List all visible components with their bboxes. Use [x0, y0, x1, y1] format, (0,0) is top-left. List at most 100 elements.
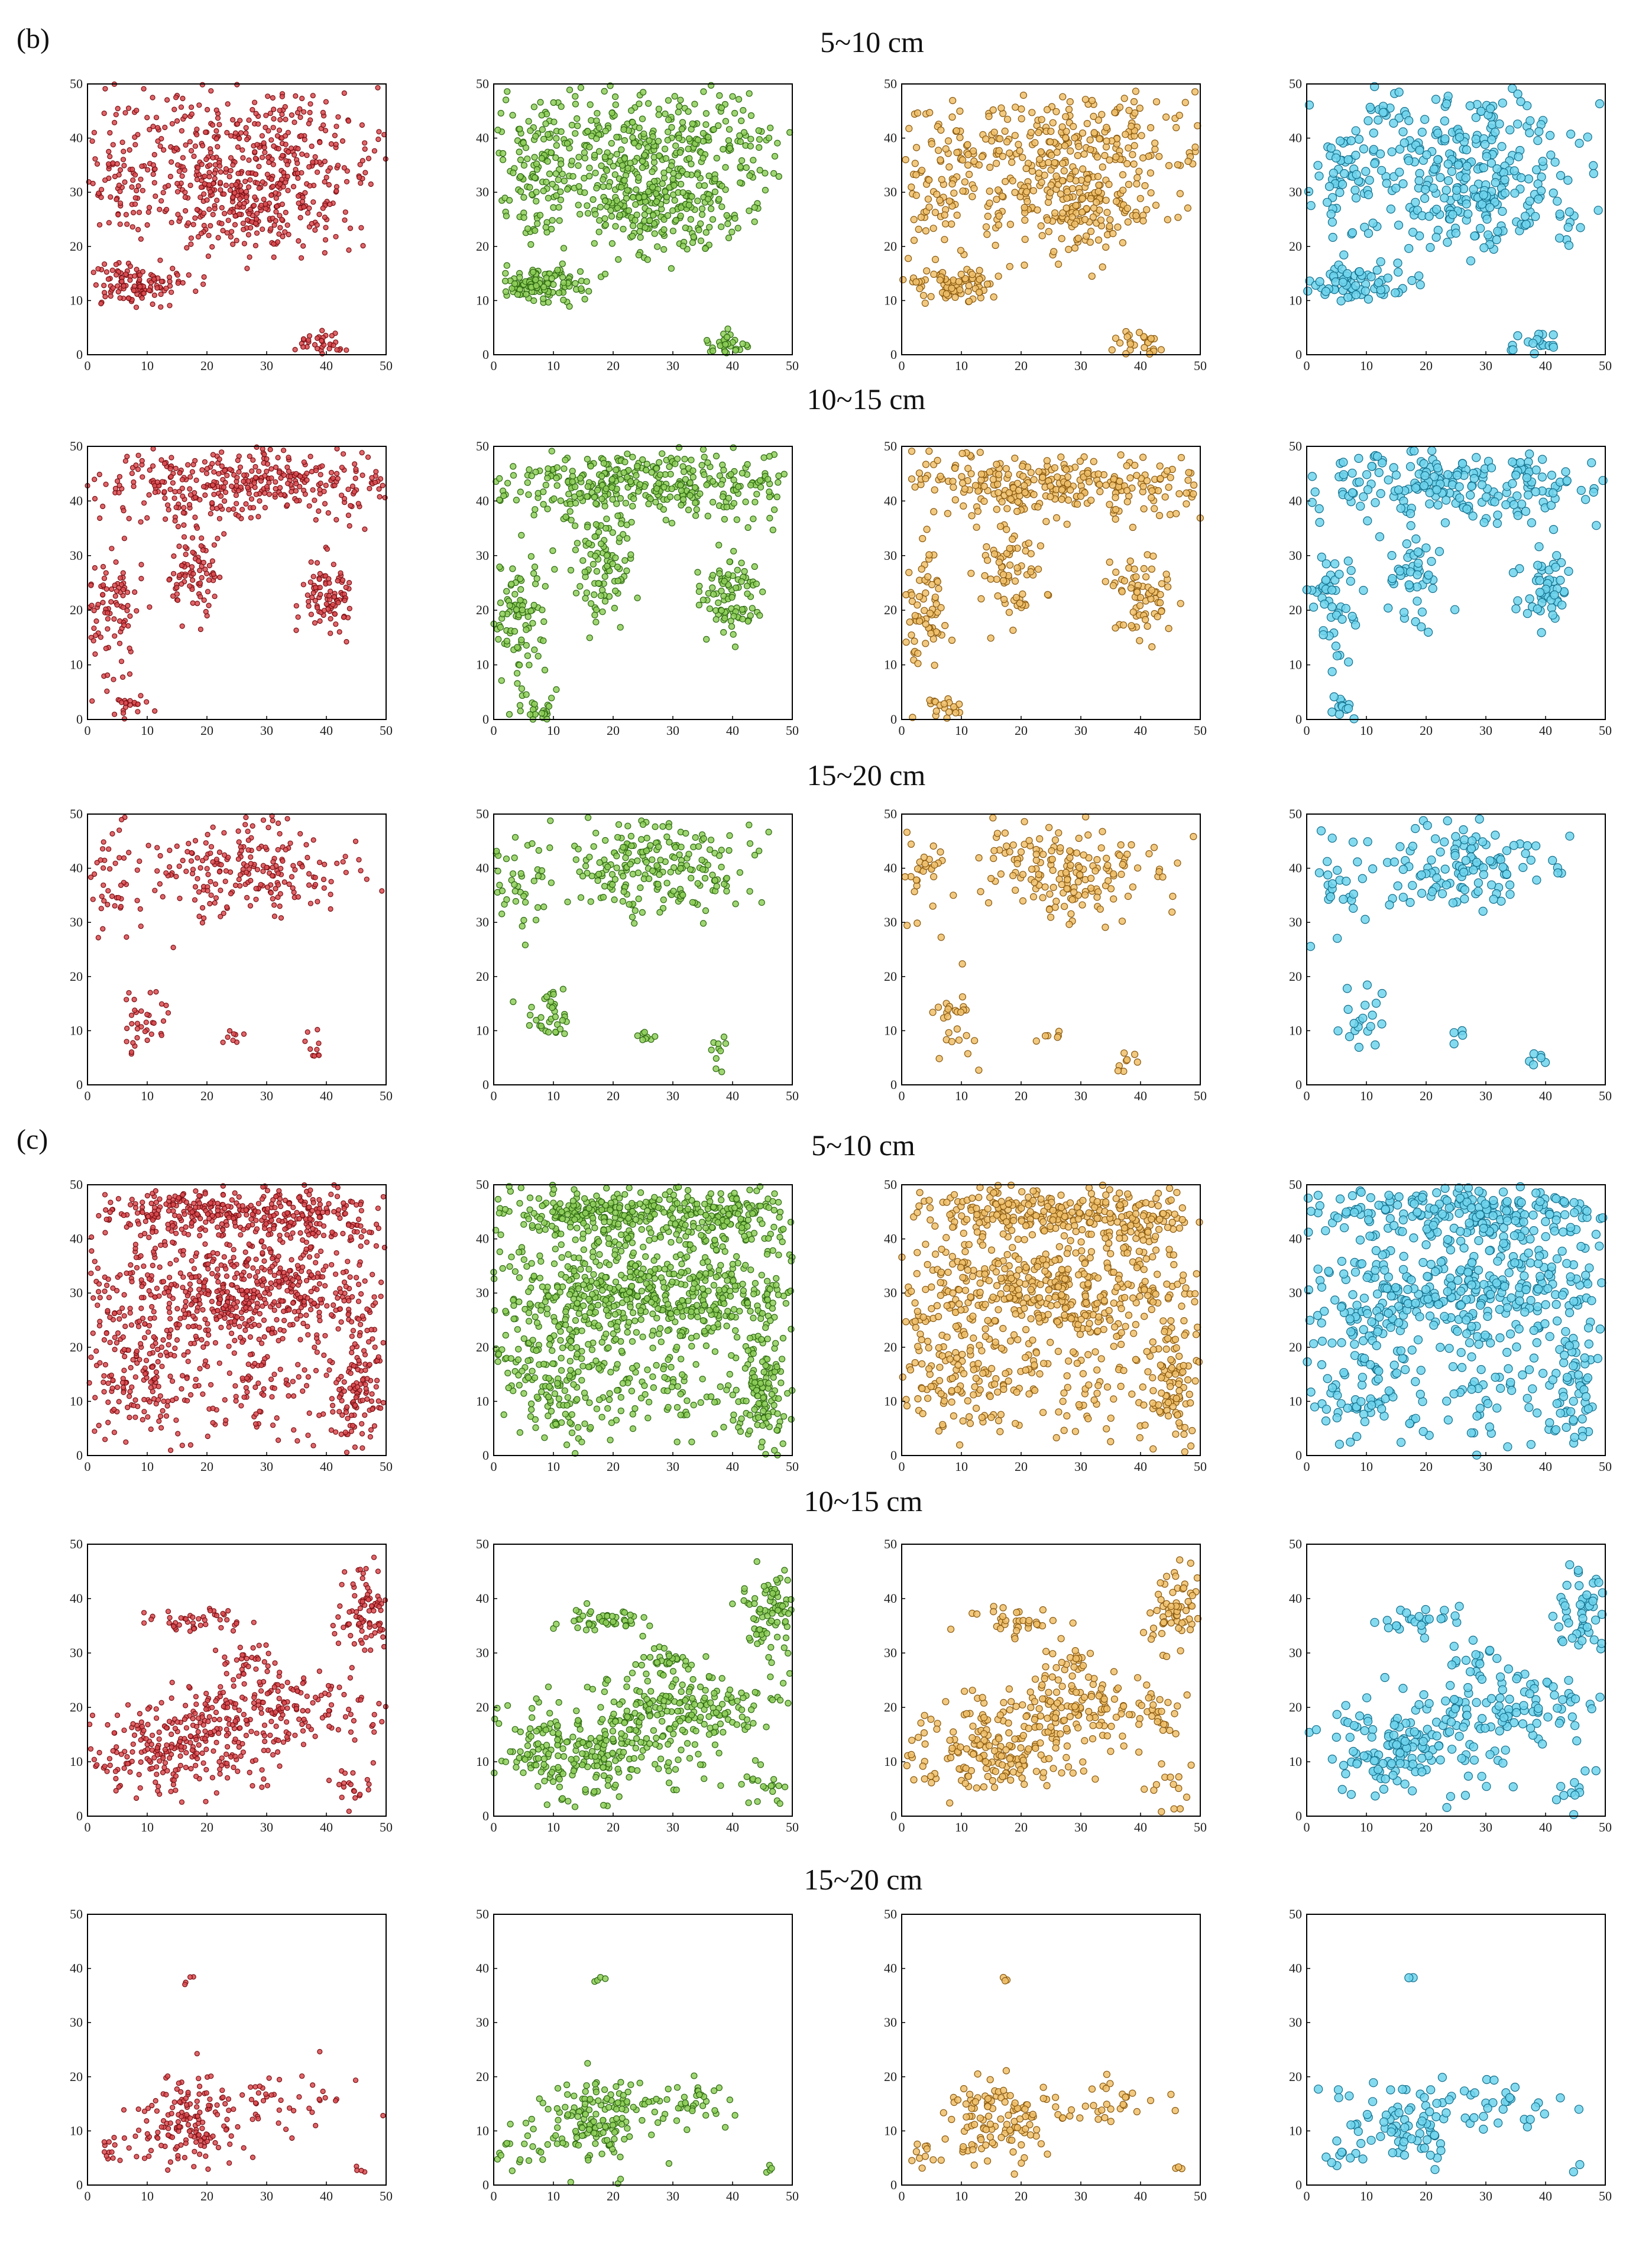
- data-point: [1011, 132, 1019, 140]
- data-point: [252, 149, 258, 155]
- data-point: [1509, 500, 1519, 510]
- data-point: [1119, 171, 1127, 179]
- data-point: [506, 711, 513, 718]
- data-point: [1513, 596, 1523, 605]
- data-point: [1521, 219, 1531, 229]
- data-point: [933, 190, 941, 198]
- data-point: [919, 291, 928, 299]
- data-point: [592, 552, 599, 560]
- data-point: [194, 127, 200, 132]
- y-tick-label: 20: [70, 602, 83, 617]
- data-point: [766, 514, 773, 522]
- data-point: [291, 119, 297, 125]
- data-point: [247, 254, 252, 260]
- data-point: [103, 481, 109, 487]
- data-point: [270, 125, 276, 131]
- data-point: [235, 457, 241, 463]
- data-point: [993, 575, 1000, 583]
- data-point: [686, 479, 694, 487]
- data-point: [989, 475, 997, 483]
- data-point: [115, 289, 121, 295]
- data-point: [724, 221, 731, 228]
- data-point: [122, 110, 128, 116]
- data-point: [1119, 621, 1128, 629]
- data-point: [756, 144, 763, 151]
- data-point: [190, 222, 196, 228]
- data-point: [704, 196, 712, 203]
- data-point: [248, 515, 254, 521]
- data-point: [922, 461, 930, 468]
- x-tick-label: 20: [1420, 358, 1433, 373]
- data-point: [520, 194, 527, 201]
- data-point: [1351, 151, 1361, 160]
- data-point: [533, 282, 540, 289]
- data-point: [260, 226, 265, 232]
- data-point: [755, 127, 762, 134]
- data-point: [691, 484, 699, 491]
- data-point: [995, 273, 1002, 280]
- data-point: [312, 342, 318, 348]
- data-point: [1350, 186, 1360, 195]
- data-point: [587, 101, 594, 108]
- data-point: [1534, 127, 1544, 137]
- data-point: [333, 188, 339, 194]
- data-point: [224, 472, 230, 478]
- data-point: [980, 482, 988, 490]
- data-point: [594, 487, 601, 494]
- data-point: [180, 95, 186, 102]
- data-point: [307, 579, 313, 585]
- data-point: [1462, 504, 1472, 514]
- data-point: [102, 177, 108, 183]
- data-point: [1111, 109, 1119, 116]
- data-point: [672, 142, 679, 150]
- data-point: [601, 87, 608, 95]
- data-point: [1339, 458, 1348, 467]
- data-point: [496, 475, 503, 482]
- data-point: [1019, 472, 1027, 480]
- x-tick-label: 40: [1539, 358, 1552, 373]
- data-point: [608, 213, 616, 220]
- data-point: [494, 127, 501, 134]
- data-point: [643, 466, 650, 474]
- data-point: [965, 282, 973, 290]
- data-point: [209, 244, 215, 250]
- data-point: [131, 210, 137, 216]
- data-point: [934, 147, 942, 154]
- data-point: [618, 184, 625, 191]
- data-point: [584, 202, 591, 209]
- data-point: [562, 456, 569, 463]
- data-point: [1314, 504, 1324, 514]
- data-point: [116, 182, 122, 189]
- data-point: [704, 459, 711, 466]
- data-point: [540, 135, 548, 142]
- x-tick-label: 10: [547, 358, 560, 373]
- data-point: [105, 672, 111, 678]
- data-point: [134, 608, 140, 614]
- data-point: [1052, 172, 1060, 180]
- data-point: [1013, 507, 1021, 516]
- data-point: [1589, 487, 1598, 497]
- data-point: [629, 119, 636, 126]
- data-point: [257, 498, 263, 504]
- data-point: [936, 196, 944, 204]
- data-point: [92, 156, 98, 162]
- y-tick-label: 0: [76, 712, 83, 727]
- data-point: [1328, 232, 1337, 242]
- data-point: [922, 475, 929, 482]
- data-point: [132, 172, 138, 178]
- data-point: [1164, 216, 1171, 223]
- data-point: [1351, 281, 1361, 290]
- data-point: [119, 140, 125, 145]
- data-point: [152, 489, 158, 495]
- data-point: [1537, 628, 1546, 637]
- data-point: [999, 571, 1008, 579]
- data-point: [540, 283, 548, 290]
- data-point: [359, 122, 365, 128]
- data-point: [307, 183, 313, 189]
- x-tick-label: 50: [1194, 358, 1207, 373]
- data-point: [994, 186, 1002, 194]
- data-point: [323, 99, 329, 105]
- data-point: [362, 526, 368, 532]
- data-point: [181, 505, 187, 511]
- data-point: [608, 476, 616, 483]
